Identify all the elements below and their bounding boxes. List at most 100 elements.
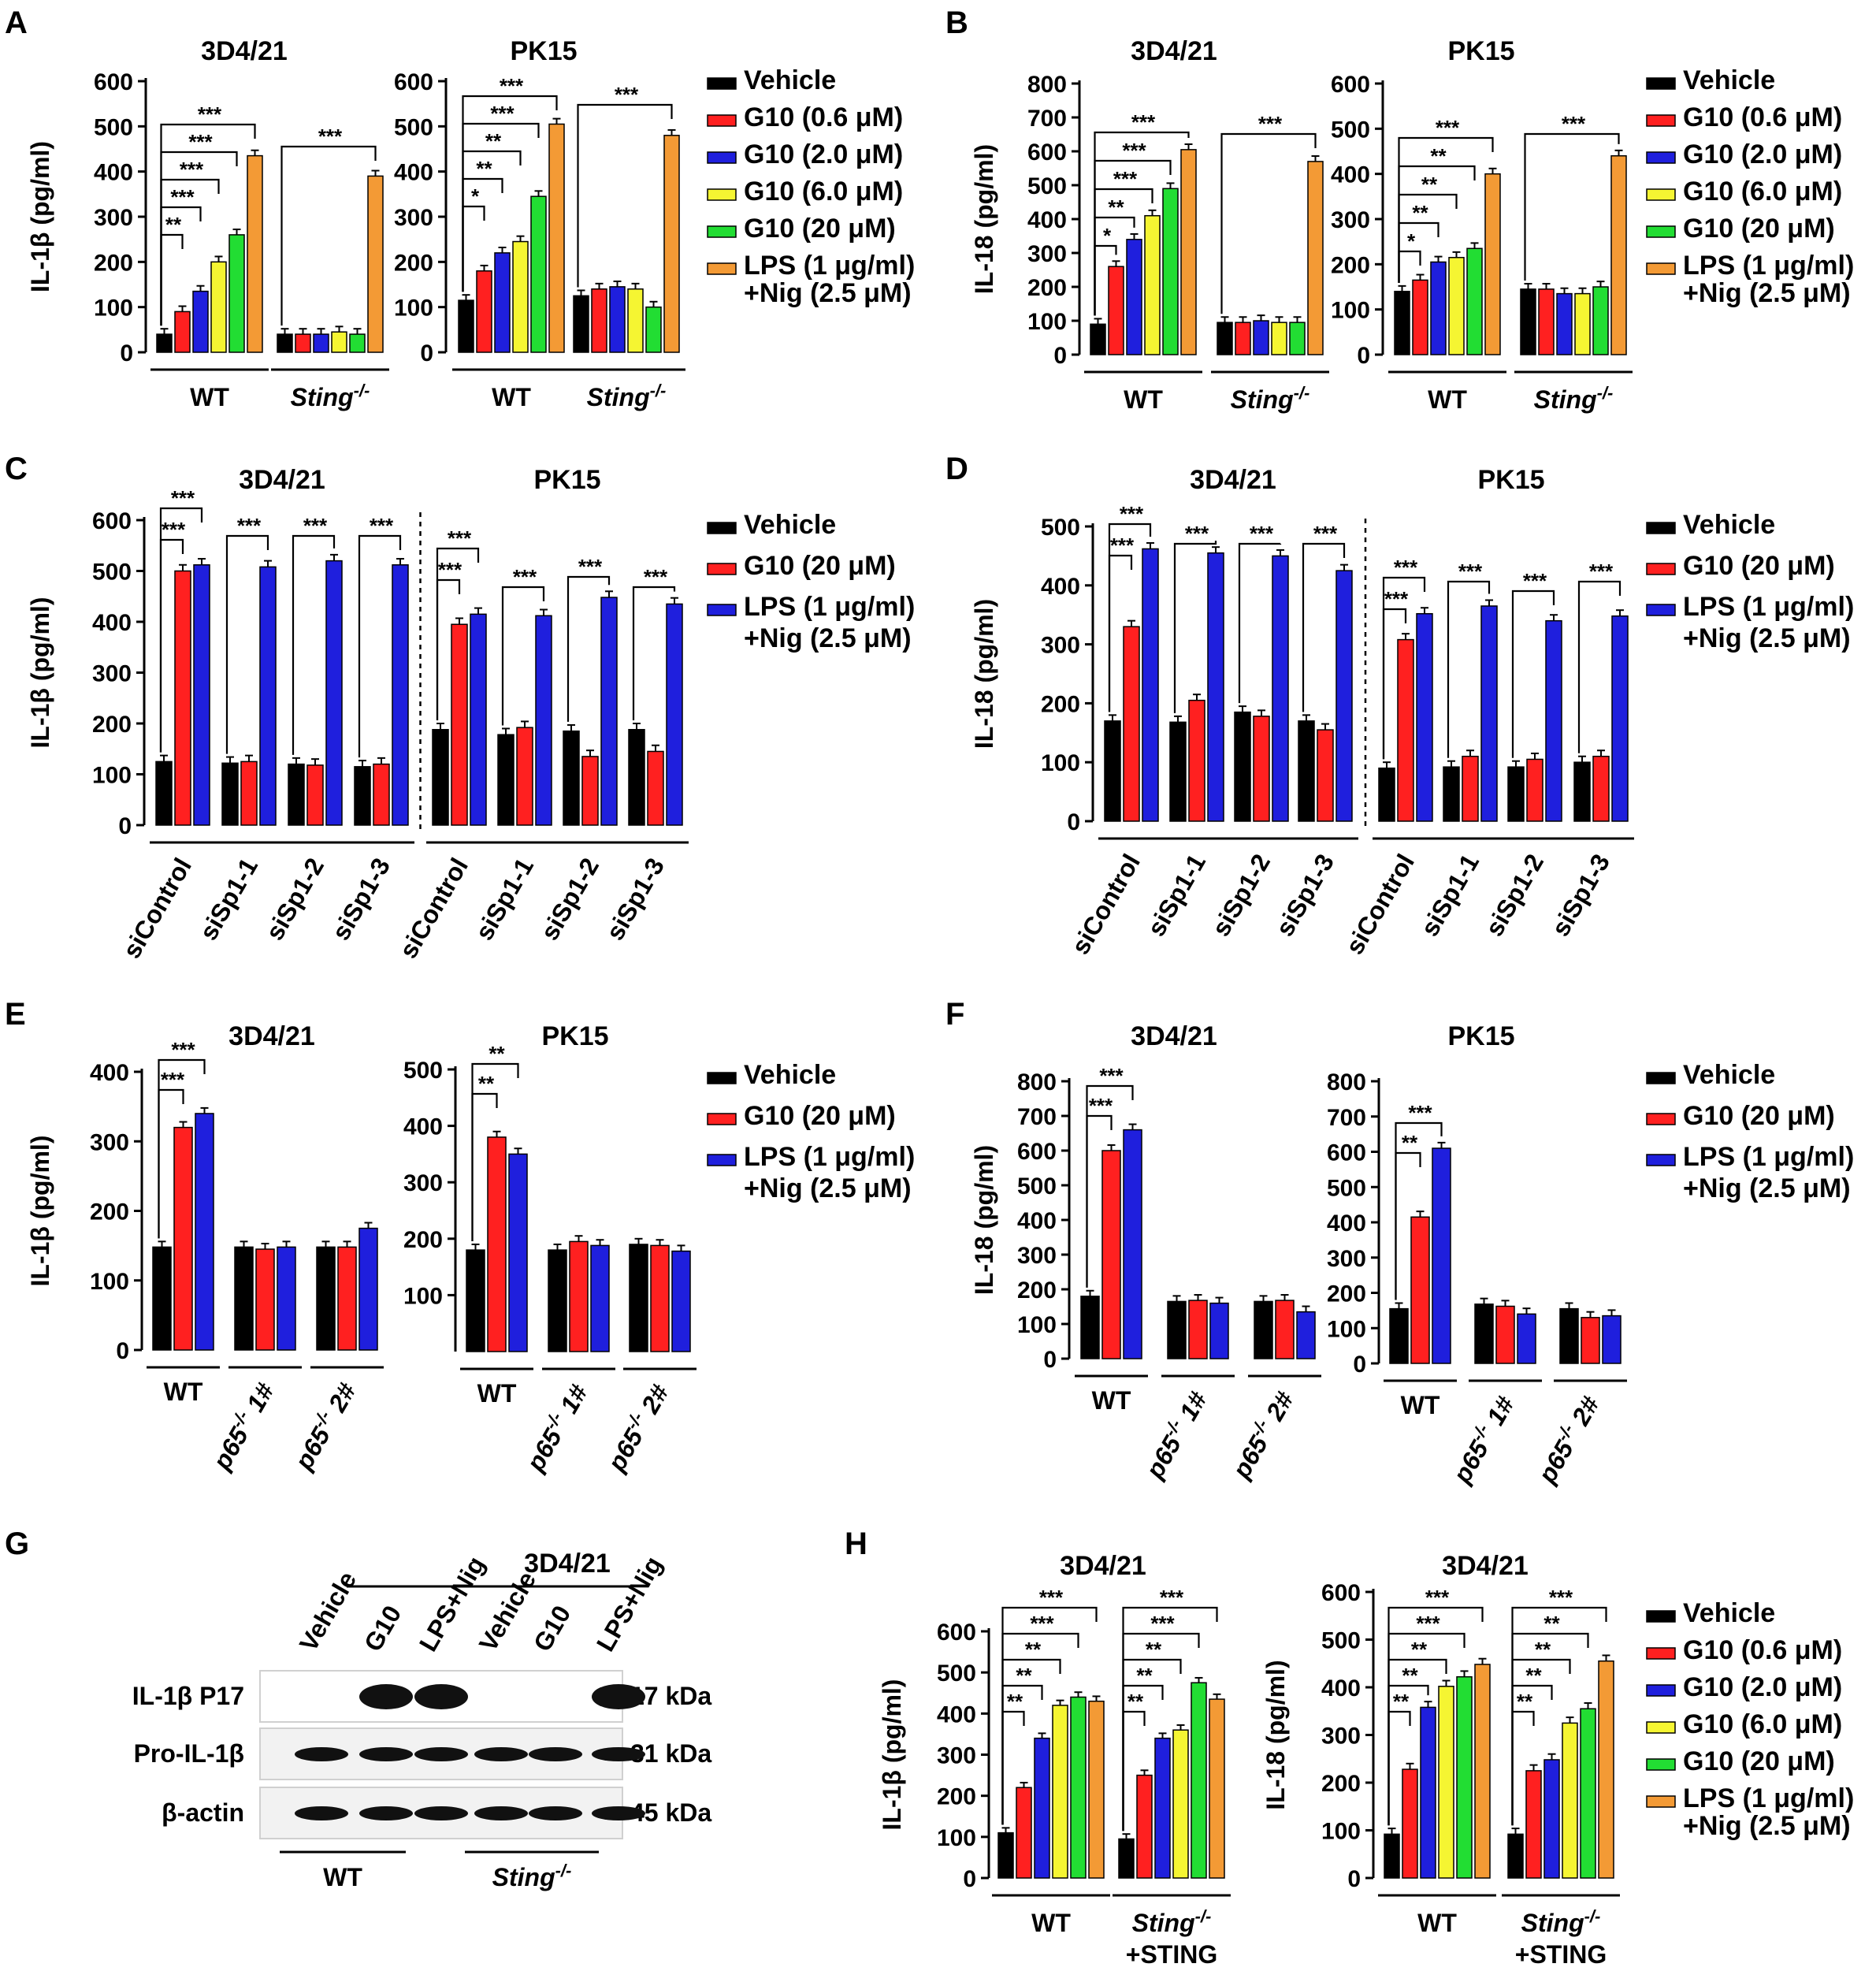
- significance-bracket: [280, 145, 377, 326]
- group-label-line2: +STING: [1515, 1940, 1607, 1969]
- y-tick-label: 600: [1017, 1139, 1057, 1165]
- significance-mark: **: [1411, 1638, 1428, 1661]
- significance-mark: ***: [237, 514, 262, 537]
- group-label: siSp1-1: [1415, 850, 1484, 942]
- bar: [174, 311, 191, 353]
- group-label-name: siSp1-2: [535, 853, 604, 946]
- bar: [195, 1113, 214, 1351]
- significance-mark: **: [1535, 1638, 1551, 1661]
- legend-swatch: [1646, 151, 1676, 164]
- legend-swatch: [1646, 1684, 1676, 1697]
- bar: [277, 1246, 296, 1351]
- y-tick-label: 600: [1027, 139, 1067, 165]
- significance-mark: **: [1146, 1638, 1162, 1661]
- significance-mark: ***: [1313, 522, 1338, 545]
- bar: [1580, 1708, 1596, 1879]
- chart-title: PK15: [1447, 36, 1514, 66]
- y-tick-label: 400: [92, 610, 132, 636]
- bar: [512, 240, 529, 353]
- blot-cell-line: 3D4/21: [524, 1549, 611, 1579]
- legend-label: Vehicle: [744, 65, 836, 95]
- significance-mark: ***: [1122, 139, 1146, 162]
- group-label: WT: [492, 383, 531, 411]
- group-label-name: WT: [477, 1379, 517, 1408]
- significance-mark: **: [1412, 201, 1428, 225]
- significance-bracket: [1382, 608, 1407, 760]
- bar: [1611, 615, 1629, 822]
- blot-band: [295, 1806, 348, 1820]
- legend-label: LPS (1 μg/ml): [744, 592, 915, 622]
- legend-swatch: [707, 151, 737, 164]
- legend-label: +Nig (2.5 μM): [744, 1173, 912, 1203]
- bar: [1420, 1706, 1436, 1879]
- significance-bracket: [292, 534, 336, 755]
- y-tick-label: 300: [1027, 241, 1067, 267]
- group-label-name: siSp1-1: [1415, 850, 1484, 942]
- chart-title: PK15: [510, 36, 577, 66]
- chart-title: 3D4/21: [1131, 36, 1217, 66]
- significance-bracket: [1108, 554, 1133, 712]
- panel-letter-B: B: [945, 6, 968, 40]
- significance-mark: **: [1402, 1131, 1418, 1155]
- bar: [1289, 322, 1306, 355]
- y-axis-label: IL-18 (pg/ml): [970, 144, 998, 294]
- bar: [1394, 290, 1410, 355]
- panel-letter-F: F: [945, 997, 964, 1032]
- bar: [1235, 322, 1251, 355]
- y-tick-label: 200: [1321, 1771, 1361, 1797]
- significance-bracket: [462, 205, 485, 292]
- bar: [628, 728, 645, 826]
- chart-D-3D4-21: 0 100 200 300 400 500 IL-18 (pg/ml) 3D4/21 PK15 s…: [970, 465, 1634, 959]
- bar: [1448, 256, 1465, 355]
- legend-swatch: [1646, 563, 1676, 575]
- group-label-name: siSp1-2: [1480, 850, 1549, 942]
- legend-C: Vehicle G10 (20 μM) LPS (1 μg/ml)+Nig (2.5…: [707, 510, 915, 653]
- y-tick-label: 500: [94, 114, 133, 140]
- chart-B-3D4-21: 0 100 200 300 400 500 600 700 800 IL-18 (pg/ml) 3D…: [970, 36, 1329, 414]
- bar: [349, 333, 366, 353]
- group-label: siSp1-2: [1206, 850, 1276, 942]
- group-label: siSp1-2: [260, 853, 329, 946]
- significance-bracket: [160, 233, 184, 326]
- significance-mark: ***: [490, 102, 515, 125]
- group-label: WT: [1092, 1386, 1131, 1415]
- legend-swatch: [707, 77, 737, 90]
- blot-row-label: IL-1β P17: [132, 1682, 244, 1710]
- group-label: Sting-/-: [587, 381, 667, 411]
- legend-label: G10 (20 μM): [1683, 1101, 1835, 1131]
- bar: [295, 333, 311, 353]
- significance-mark: ***: [1258, 112, 1283, 136]
- chart-title: 3D4/21: [1190, 465, 1276, 495]
- bar: [1610, 154, 1627, 355]
- significance-bracket: [567, 575, 611, 722]
- group-label: p65-/- 1#: [205, 1377, 280, 1475]
- legend-label: Vehicle: [744, 1060, 836, 1090]
- y-axis-label: IL-18 (pg/ml): [1261, 1660, 1290, 1809]
- bar: [432, 728, 449, 826]
- group-label: WT: [190, 383, 229, 411]
- bar: [627, 288, 644, 353]
- significance-mark: ***: [171, 486, 195, 510]
- y-tick-label: 500: [1027, 173, 1067, 199]
- y-tick-label: 100: [937, 1825, 976, 1851]
- significance-bracket: [225, 534, 269, 754]
- group-label-line2: +STING: [1126, 1940, 1217, 1969]
- y-tick-label: 700: [1017, 1104, 1057, 1130]
- chart-H-3D4-21: 0 100 200 300 400 500 600 IL-1β (pg/ml) 3D4/21 WT…: [878, 1551, 1231, 1969]
- bar: [997, 1832, 1014, 1879]
- y-tick-label: 400: [90, 1060, 129, 1086]
- bar: [563, 730, 580, 826]
- legend-H: Vehicle G10 (0.6 μM) G10 (2.0 μM) G10 (6.0 …: [1646, 1598, 1854, 1841]
- group-label-name: WT: [1417, 1909, 1457, 1937]
- significance-mark: **: [1402, 1664, 1418, 1687]
- bar: [647, 750, 664, 826]
- significance-bracket: [577, 103, 673, 288]
- y-tick-label: 800: [1327, 1069, 1366, 1095]
- legend-label: G10 (6.0 μM): [1683, 177, 1842, 206]
- significance-mark: ***: [1549, 1586, 1573, 1609]
- group-label-sup: -/-: [1195, 1906, 1212, 1926]
- significance-bracket: [436, 578, 461, 720]
- bar: [1254, 1300, 1273, 1359]
- blot-lane-label: G10: [528, 1601, 576, 1656]
